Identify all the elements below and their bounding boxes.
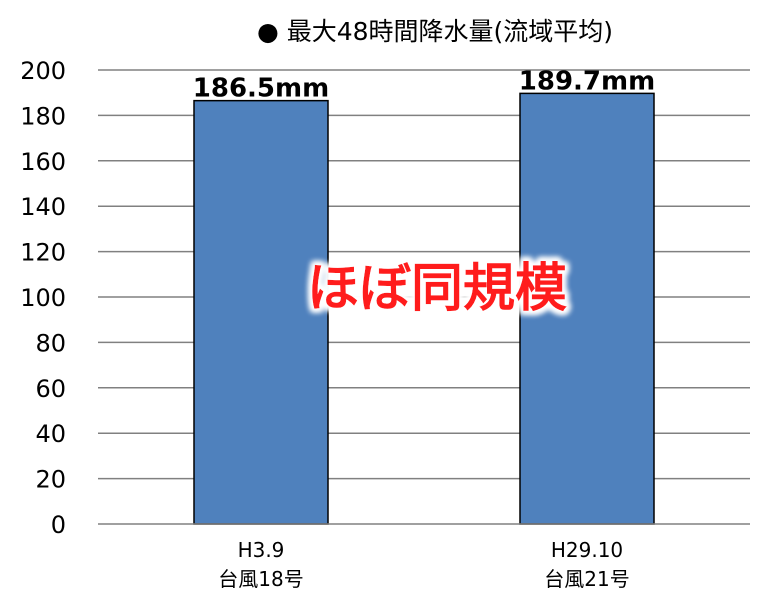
y-tick-label: 140 <box>20 193 66 221</box>
x-category-label: 台風21号 <box>544 567 629 591</box>
y-tick-label: 180 <box>20 102 66 130</box>
y-tick-label: 20 <box>35 466 66 494</box>
chart-annotation: ほぼ同規模 <box>307 259 567 319</box>
y-tick-label: 40 <box>35 420 66 448</box>
chart-title: ● 最大48時間降水量(流域平均) <box>257 17 613 46</box>
y-tick-label: 0 <box>51 511 66 539</box>
bar <box>519 92 655 525</box>
bars <box>193 92 655 525</box>
y-tick-label: 80 <box>35 329 66 357</box>
bar <box>193 99 329 525</box>
x-category-label: H29.10 <box>551 538 623 562</box>
y-tick-label: 100 <box>20 284 66 312</box>
y-axis-ticks: 0 20 40 60 80 100 120 140 160 180 200 <box>20 57 66 539</box>
x-axis-categories: H3.9 台風18号 H29.10 台風21号 <box>218 538 629 591</box>
data-label: 189.7mm <box>519 66 655 96</box>
y-tick-label: 200 <box>20 57 66 85</box>
y-tick-label: 60 <box>35 375 66 403</box>
x-category-label: H3.9 <box>238 538 285 562</box>
data-labels: 186.5mm 189.7mm <box>193 66 655 103</box>
y-tick-label: 120 <box>20 239 66 267</box>
x-category-label: 台風18号 <box>218 567 303 591</box>
y-tick-label: 160 <box>20 148 66 176</box>
data-label: 186.5mm <box>193 74 329 104</box>
